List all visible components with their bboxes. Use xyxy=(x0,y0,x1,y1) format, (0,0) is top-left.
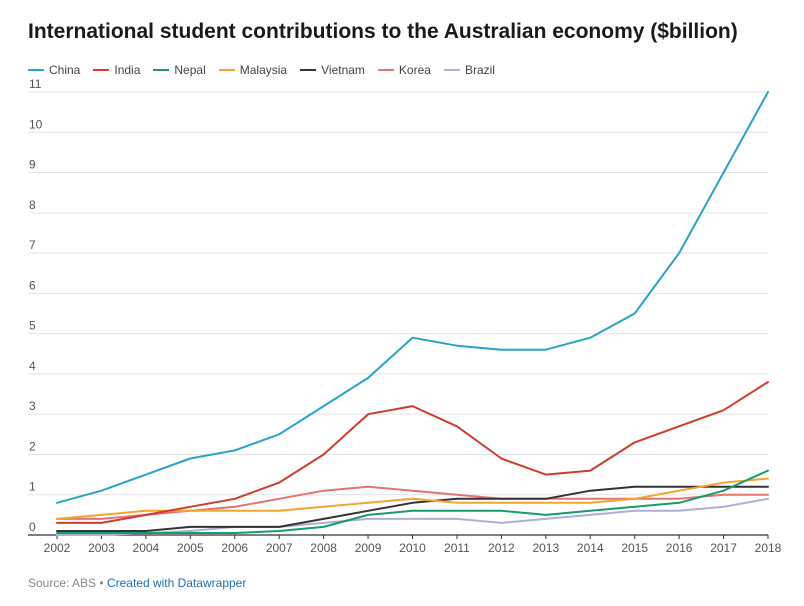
legend-swatch xyxy=(377,69,394,71)
legend-swatch xyxy=(300,69,317,71)
x-tick-label: 2014 xyxy=(577,541,604,555)
y-tick-label: 3 xyxy=(29,399,36,413)
legend-label: India xyxy=(114,63,141,77)
x-tick-label: 2008 xyxy=(310,541,337,555)
y-tick-label: 2 xyxy=(29,439,36,453)
legend-label: Malaysia xyxy=(239,63,288,77)
series-line-nepal xyxy=(56,469,769,534)
legend-swatch xyxy=(93,69,110,71)
y-tick-label: 1 xyxy=(29,480,36,494)
legend-item-korea: Korea xyxy=(377,62,431,78)
y-tick-label: 9 xyxy=(29,158,36,172)
y-tick-label: 5 xyxy=(29,319,36,333)
series-line-vietnam xyxy=(56,485,769,532)
x-tick-label: 2010 xyxy=(399,541,426,555)
legend-label: Brazil xyxy=(464,63,495,77)
chart-footer: Source: ABS • Created with Datawrapper xyxy=(28,576,246,590)
series-line-korea xyxy=(56,485,769,520)
legend-swatch xyxy=(443,69,460,71)
legend-item-malaysia: Malaysia xyxy=(218,62,288,78)
y-tick-label: 4 xyxy=(29,359,36,373)
legend-swatch xyxy=(153,69,170,71)
x-tick-label: 2006 xyxy=(221,541,248,555)
x-tick-label: 2012 xyxy=(488,541,515,555)
x-tick-label: 2007 xyxy=(266,541,293,555)
datawrapper-credit-link[interactable]: Created with Datawrapper xyxy=(106,576,247,590)
y-tick-label: 8 xyxy=(29,198,36,212)
chart-legend: China India Nepal Malaysia Vietnam Korea Brazi… xyxy=(28,62,495,78)
x-tick-label: 2016 xyxy=(666,541,693,555)
x-tick-label: 2018 xyxy=(755,541,782,555)
series-line-india xyxy=(56,381,769,524)
x-tick-label: 2013 xyxy=(532,541,559,555)
legend-label: China xyxy=(49,63,81,77)
source-note: Source: ABS xyxy=(28,576,97,590)
legend-label: Nepal xyxy=(174,63,206,77)
x-tick-label: 2005 xyxy=(177,541,204,555)
legend-label: Vietnam xyxy=(321,63,365,77)
x-tick-label: 2017 xyxy=(710,541,737,555)
series-line-brazil xyxy=(56,497,769,536)
y-tick-label: 10 xyxy=(29,117,43,131)
x-tick-label: 2003 xyxy=(88,541,115,555)
x-tick-label: 2011 xyxy=(444,541,470,555)
x-tick-label: 2009 xyxy=(355,541,382,555)
y-tick-label: 0 xyxy=(29,520,36,534)
legend-swatch xyxy=(28,69,44,71)
legend-item-china: China xyxy=(28,62,80,78)
legend-swatch xyxy=(218,69,235,71)
y-tick-label: 7 xyxy=(29,238,36,252)
legend-item-nepal: Nepal xyxy=(153,62,206,78)
legend-item-india: India xyxy=(93,62,140,78)
x-tick-label: 2002 xyxy=(44,541,71,555)
legend-item-vietnam: Vietnam xyxy=(300,62,365,78)
x-tick-label: 2015 xyxy=(621,541,648,555)
footer-separator: • xyxy=(99,576,107,590)
x-tick-label: 2004 xyxy=(133,541,160,555)
legend-item-brazil: Brazil xyxy=(443,62,495,78)
series-line-malaysia xyxy=(56,477,769,520)
series-line-china xyxy=(56,91,769,504)
legend-label: Korea xyxy=(398,63,431,77)
y-tick-label: 6 xyxy=(29,278,36,292)
chart-title: International student contributions to t… xyxy=(28,20,738,43)
y-tick-label: 11 xyxy=(29,77,42,91)
